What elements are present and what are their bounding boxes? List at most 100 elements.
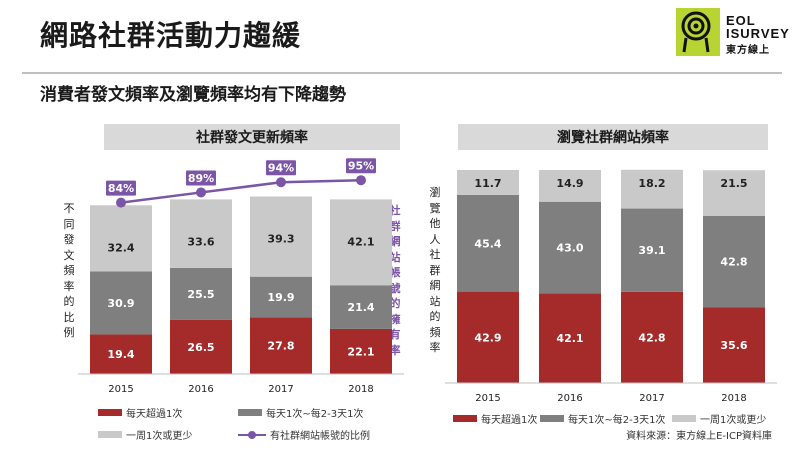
chart2-data-label: 42.9 xyxy=(474,331,501,344)
legend-item-less: 一周1次或更少 xyxy=(98,427,192,442)
chart1-bar-daily-2017 xyxy=(250,317,312,374)
chart1-bar-weekly-2016 xyxy=(170,267,232,320)
chart1-data-label: 42.1 xyxy=(347,235,374,248)
chart2-bar-daily-2016 xyxy=(539,293,601,383)
chart1-bar-less-2018 xyxy=(330,199,392,286)
chart1-line-label-box xyxy=(266,160,296,176)
legend2-label-daily: 每天超過1次 xyxy=(481,415,538,426)
legend2-swatch-less xyxy=(672,415,696,422)
legend-label-daily: 每天超過1次 xyxy=(126,409,183,420)
legend-label-weekly: 每天1次~每2-3天1次 xyxy=(266,409,364,420)
chart2-data-label: 11.7 xyxy=(474,177,501,190)
chart1-line-label-box xyxy=(186,170,216,186)
legend2-swatch-weekly xyxy=(540,415,564,422)
chart2-bar-weekly-2015 xyxy=(457,194,519,292)
chart2-bar-weekly-2018 xyxy=(703,216,765,308)
chart1-x-tick-label: 2016 xyxy=(188,384,213,395)
chart1-bar-daily-2016 xyxy=(170,319,232,374)
chart2-x-tick-label: 2018 xyxy=(721,393,746,404)
data-source: 資料來源：東方線上E-ICP資料庫 xyxy=(626,431,772,442)
chart2-data-label: 35.6 xyxy=(720,339,747,352)
chart2-bar-daily-2017 xyxy=(621,291,683,383)
legend2-item-weekly: 每天1次~每2-3天1次 xyxy=(540,411,665,426)
chart1-data-label: 19.4 xyxy=(107,348,134,361)
chart2-x-tick-label: 2016 xyxy=(557,393,582,404)
chart1-x-tick-label: 2017 xyxy=(268,384,293,395)
chart1-line-point xyxy=(276,177,286,188)
chart1-data-label: 21.4 xyxy=(347,301,374,314)
legend2-item-daily: 每天超過1次 xyxy=(453,411,537,426)
company-logo: EOL ISURVEY 東方線上 xyxy=(676,6,789,62)
page-title: 網路社群活動力趨緩 xyxy=(40,19,302,52)
chart1-line-label: 94% xyxy=(268,162,294,175)
legend-swatch-less xyxy=(98,431,122,438)
chart2-data-label: 18.2 xyxy=(638,177,665,190)
chart2-data-label: 14.9 xyxy=(556,177,583,190)
chart1-line-label-box xyxy=(106,180,136,196)
chart2-ylabel: 瀏覽他人社群網站的頻率 xyxy=(429,186,441,354)
chart1-x-tick-label: 2018 xyxy=(348,384,373,395)
chart1-data-label: 33.6 xyxy=(187,235,214,248)
legend-line-marker xyxy=(238,430,266,440)
chart2-data-label: 39.1 xyxy=(638,244,665,257)
chart2-data-label: 21.5 xyxy=(720,177,747,190)
chart2-bar-less-2015 xyxy=(457,170,519,195)
logo-text-eol: EOL xyxy=(726,13,756,28)
chart1-data-label: 39.3 xyxy=(267,233,294,246)
chart1-line-label: 89% xyxy=(188,172,214,185)
chart1-bar-weekly-2018 xyxy=(330,285,392,329)
chart1-line-point xyxy=(356,175,366,186)
chart1-data-label: 22.1 xyxy=(347,345,374,358)
chart1-data-label: 19.9 xyxy=(267,291,294,304)
logo-text-chinese: 東方線上 xyxy=(726,45,770,56)
chart2-bar-daily-2018 xyxy=(703,307,765,383)
legend-label-account: 有社群網站帳號的比例 xyxy=(270,431,370,442)
chart1-line-label-box xyxy=(346,158,376,174)
legend2-item-less: 一周1次或更少 xyxy=(672,411,766,426)
chart2-bar-less-2016 xyxy=(539,170,601,202)
legend-item-daily: 每天超過1次 xyxy=(98,405,182,420)
chart1-bar-less-2017 xyxy=(250,196,312,277)
logo-text-isurvey: ISURVEY xyxy=(726,26,790,41)
chart1-y2label: 社群網站帳號的擁有率 xyxy=(389,204,401,357)
legend-swatch-weekly xyxy=(238,409,262,416)
chart2-data-label: 42.1 xyxy=(556,332,583,345)
legend-item-weekly: 每天1次~每2-3天1次 xyxy=(238,405,363,420)
page-subtitle: 消費者發文頻率及瀏覽頻率均有下降趨勢 xyxy=(40,85,346,105)
chart1-data-label: 25.5 xyxy=(187,288,214,301)
chart2-bar-weekly-2016 xyxy=(539,201,601,294)
chart2-data-label: 43.0 xyxy=(556,242,583,255)
chart1-x-tick-label: 2015 xyxy=(108,384,133,395)
chart1-line-label: 84% xyxy=(108,182,134,195)
chart1-bar-less-2015 xyxy=(90,205,152,272)
chart2-bar-daily-2015 xyxy=(457,291,519,383)
chart1-ylabel: 不同發文頻率的比例 xyxy=(63,202,75,339)
chart1-data-label: 26.5 xyxy=(187,341,214,354)
title-divider xyxy=(22,72,782,74)
chart1-bar-less-2016 xyxy=(170,199,232,268)
legend2-swatch-daily xyxy=(453,415,477,422)
legend-item-account: 有社群網站帳號的比例 xyxy=(238,427,370,442)
chart1-bar-weekly-2017 xyxy=(250,276,312,318)
chart2-title: 瀏覽社群網站頻率 xyxy=(458,124,768,150)
chart1-data-label: 30.9 xyxy=(107,297,134,310)
chart2-bar-weekly-2017 xyxy=(621,208,683,292)
legend-swatch-daily xyxy=(98,409,122,416)
chart2-x-tick-label: 2017 xyxy=(639,393,664,404)
chart1-line-point xyxy=(196,187,206,198)
chart1-bar-daily-2018 xyxy=(330,328,392,374)
chart2-data-label: 45.4 xyxy=(474,237,501,250)
legend2-label-weekly: 每天1次~每2-3天1次 xyxy=(568,415,666,426)
chart1-data-label: 27.8 xyxy=(267,340,294,353)
chart2-data-label: 42.8 xyxy=(638,331,665,344)
chart1-bar-daily-2015 xyxy=(90,334,152,374)
logo-mark xyxy=(676,8,720,56)
chart2-x-tick-label: 2015 xyxy=(475,393,500,404)
chart2-bar-less-2018 xyxy=(703,170,765,217)
chart1-data-label: 32.4 xyxy=(107,241,134,254)
chart1-line-point xyxy=(116,197,126,208)
chart1-bar-weekly-2015 xyxy=(90,271,152,335)
chart1-line-label: 95% xyxy=(348,160,374,173)
chart2-bar-less-2017 xyxy=(621,169,683,209)
chart1-title: 社群發文更新頻率 xyxy=(104,124,400,150)
